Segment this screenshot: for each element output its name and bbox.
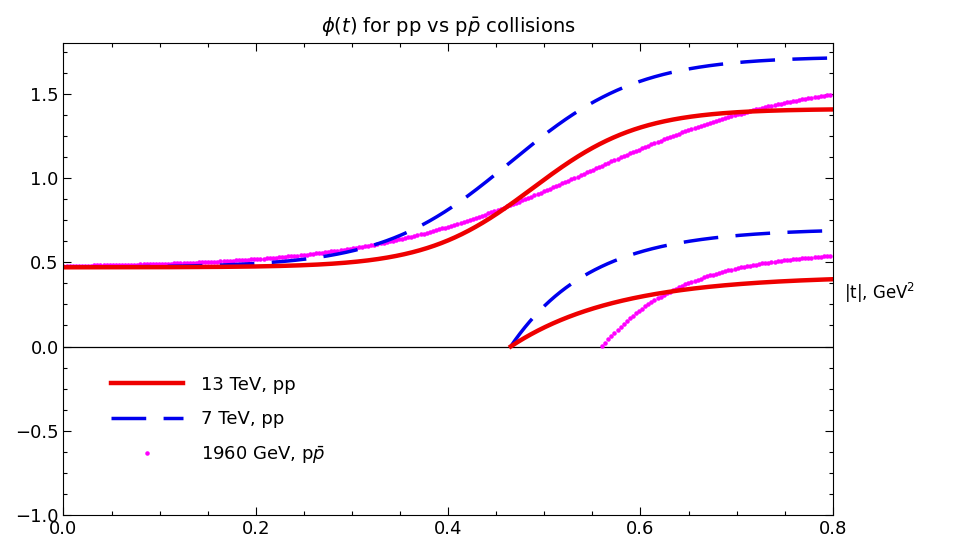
Text: |t|, GeV$^2$: |t|, GeV$^2$ <box>844 281 916 305</box>
Title: $\phi(t)$ for pp vs p$\bar{p}$ collisions: $\phi(t)$ for pp vs p$\bar{p}$ collision… <box>321 15 576 38</box>
Legend: 13 TeV, pp, 7 TeV, pp, 1960 GeV, p$\bar{p}$: 13 TeV, pp, 7 TeV, pp, 1960 GeV, p$\bar{… <box>104 368 332 473</box>
